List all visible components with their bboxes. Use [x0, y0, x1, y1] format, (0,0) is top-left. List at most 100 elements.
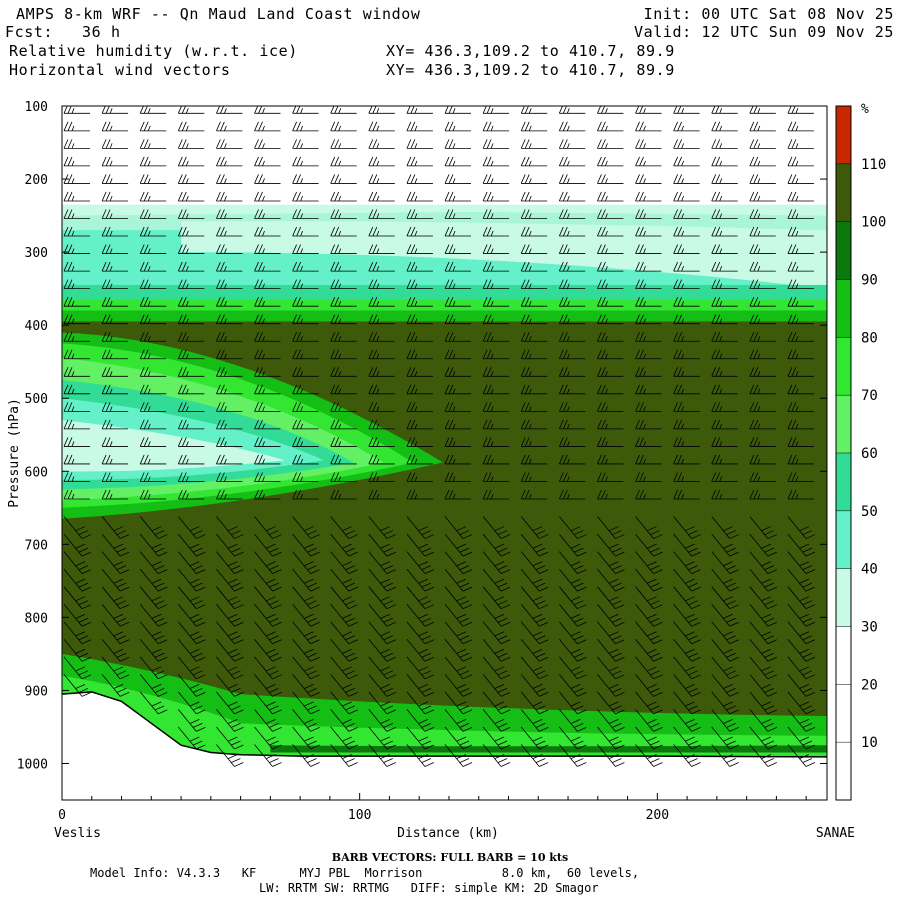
wind-barb	[520, 472, 548, 482]
wind-barb	[216, 349, 243, 360]
y-tick-label: 700	[25, 538, 48, 553]
wind-barb	[177, 709, 206, 732]
wind-barb	[254, 419, 281, 430]
wind-barb	[597, 709, 625, 732]
wind-barb	[406, 191, 433, 202]
wind-barb	[177, 174, 205, 184]
wind-barb	[635, 726, 663, 750]
wind-barb	[444, 402, 472, 412]
wind-barb	[216, 174, 243, 184]
wind-barb	[177, 419, 205, 430]
wind-barb	[482, 174, 510, 184]
wind-barb	[216, 419, 243, 430]
wind-barb	[482, 621, 511, 645]
wind-barb	[177, 106, 205, 114]
wind-barb	[406, 139, 433, 149]
wind-barb	[63, 568, 92, 592]
wind-barb	[711, 402, 738, 412]
wind-barb	[101, 314, 129, 325]
wind-barb	[444, 709, 473, 732]
wind-barb	[139, 121, 167, 132]
wind-barb	[635, 709, 663, 732]
wind-barb	[482, 454, 510, 465]
wind-barb	[330, 744, 358, 767]
wind-barb	[787, 489, 814, 500]
wind-barb	[635, 106, 662, 114]
wind-barb	[368, 139, 395, 149]
wind-barb	[482, 297, 510, 307]
wind-barb	[444, 621, 473, 645]
wind-barb	[482, 191, 510, 202]
wind-barb	[520, 639, 549, 662]
wind-barb	[216, 332, 243, 342]
wind-barb	[673, 533, 701, 557]
wind-barb	[330, 533, 358, 557]
wind-barb	[139, 586, 168, 610]
y-tick-label: 1000	[17, 757, 48, 772]
wind-barb	[292, 533, 320, 557]
wind-barb	[520, 516, 549, 539]
wind-barb	[63, 402, 90, 412]
wind-barb	[406, 674, 435, 697]
wind-barb	[597, 551, 625, 574]
wind-barb	[216, 516, 244, 539]
wind-barb	[177, 454, 205, 465]
wind-barb	[406, 226, 433, 237]
wind-barb	[292, 639, 320, 662]
wind-barb	[63, 314, 90, 325]
wind-barb	[330, 603, 358, 627]
wind-barb	[520, 121, 548, 132]
wind-barb	[711, 297, 738, 307]
wind-barb	[559, 709, 587, 732]
wind-barb	[406, 744, 435, 767]
wind-barb	[330, 551, 358, 574]
wind-barb	[597, 516, 625, 539]
wind-barb	[787, 656, 816, 680]
wind-barb	[520, 332, 548, 342]
wind-barb	[787, 472, 814, 482]
wind-barb	[597, 402, 624, 412]
wind-barb	[787, 106, 814, 114]
wind-barb	[520, 226, 548, 237]
wind-barb	[368, 472, 395, 482]
wind-barb	[558, 384, 586, 395]
wind-barb	[63, 419, 90, 430]
wind-barb	[216, 156, 243, 167]
wind-barb	[787, 349, 814, 360]
wind-barb	[635, 261, 662, 272]
wind-barb	[711, 437, 738, 447]
wind-barb	[63, 472, 90, 482]
wind-barb	[787, 603, 816, 627]
wind-barb	[787, 121, 814, 132]
wind-barb	[139, 489, 167, 500]
wind-barb	[406, 656, 435, 680]
wind-barb	[749, 516, 777, 539]
wind-barb	[139, 349, 167, 360]
wind-barb	[254, 106, 281, 114]
wind-barb	[787, 744, 816, 767]
wind-barb	[673, 551, 701, 574]
wind-barb	[139, 106, 167, 114]
wind-barb	[292, 191, 319, 202]
wind-barb	[177, 332, 205, 342]
colorbar-label: 90	[861, 273, 878, 289]
wind-barb	[559, 586, 587, 610]
wind-barb	[749, 121, 776, 132]
wind-barb	[177, 367, 205, 377]
wind-barb	[216, 691, 244, 715]
rh-wedge-dry	[62, 420, 286, 472]
wind-barb	[482, 279, 510, 290]
wind-barb	[368, 726, 396, 750]
wind-barb	[101, 674, 130, 697]
wind-barb	[635, 279, 662, 290]
wind-barb	[63, 349, 90, 360]
wind-barb	[444, 516, 473, 539]
wind-barb	[444, 674, 473, 697]
wind-barb	[482, 139, 510, 149]
wind-barb	[444, 568, 473, 592]
wind-barb	[292, 603, 320, 627]
wind-barb	[368, 437, 395, 447]
wind-barb	[63, 674, 92, 697]
colorbar-segment	[836, 742, 851, 800]
wind-barb	[177, 472, 205, 482]
